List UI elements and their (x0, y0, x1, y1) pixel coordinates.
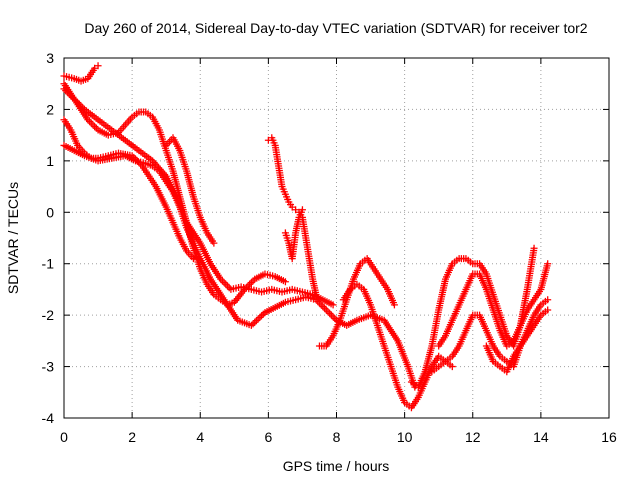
data-point (390, 301, 398, 309)
data-point (329, 301, 337, 309)
series-track-g (264, 134, 320, 299)
data-point-fill (252, 317, 260, 325)
data-point-fill (258, 312, 266, 320)
series-track-a (60, 62, 102, 85)
data-point-fill (224, 282, 231, 290)
data-point-fill (256, 313, 264, 321)
y-axis-label: SDTVAR / TECUs (5, 182, 21, 294)
data-point (94, 62, 102, 70)
data-point (312, 291, 320, 299)
data-point (322, 306, 330, 314)
y-tick-label: 2 (46, 101, 54, 117)
y-tick-label: -2 (42, 307, 55, 323)
data-point-fill (324, 308, 332, 316)
x-tick-label: 0 (60, 429, 68, 445)
x-tick-label: 8 (333, 429, 341, 445)
data-point (544, 296, 552, 304)
data-point-fill (247, 279, 255, 287)
data-point-fill (329, 313, 337, 321)
data-point-fill (246, 280, 254, 288)
data-point (530, 244, 538, 252)
x-tick-label: 6 (264, 429, 272, 445)
y-tick-label: -3 (42, 359, 55, 375)
series-track-d (60, 141, 419, 391)
series-track-h (281, 206, 306, 263)
data-point (298, 206, 306, 214)
data-point (210, 239, 218, 247)
data-series (60, 62, 552, 412)
data-point (448, 363, 456, 371)
x-tick-label: 10 (397, 429, 413, 445)
y-tick-label: -4 (42, 410, 55, 426)
data-point-fill (91, 123, 99, 131)
data-point-fill (327, 311, 335, 319)
data-point-fill (249, 320, 257, 328)
data-point-fill (220, 279, 228, 287)
x-tick-label: 12 (465, 429, 481, 445)
x-tick-label: 14 (533, 429, 549, 445)
data-point-fill (254, 315, 262, 323)
series-track-n (482, 306, 552, 376)
chart-title: Day 260 of 2014, Sidereal Day-to-day VTE… (84, 20, 587, 36)
y-tick-label: -1 (42, 256, 55, 272)
x-axis-label: GPS time / hours (283, 458, 390, 474)
grid (64, 58, 609, 418)
data-point-fill (321, 304, 329, 312)
data-point-fill (87, 119, 95, 127)
y-tick-label: 3 (46, 50, 54, 66)
data-point-fill (225, 284, 233, 292)
y-tick-label: 1 (46, 153, 54, 169)
data-point-fill (89, 121, 97, 129)
data-point-fill (326, 309, 334, 317)
series-track-m (435, 260, 552, 350)
data-point-fill (222, 280, 230, 288)
y-tick-label: 0 (46, 204, 54, 220)
series-track-f (162, 134, 218, 247)
x-tick-label: 16 (601, 429, 617, 445)
data-point (281, 278, 289, 286)
data-point (544, 306, 552, 314)
series-track-b (60, 80, 337, 309)
x-tick-label: 4 (196, 429, 204, 445)
series-track-e (60, 85, 289, 309)
x-tick-label: 2 (128, 429, 136, 445)
data-point (544, 260, 552, 268)
